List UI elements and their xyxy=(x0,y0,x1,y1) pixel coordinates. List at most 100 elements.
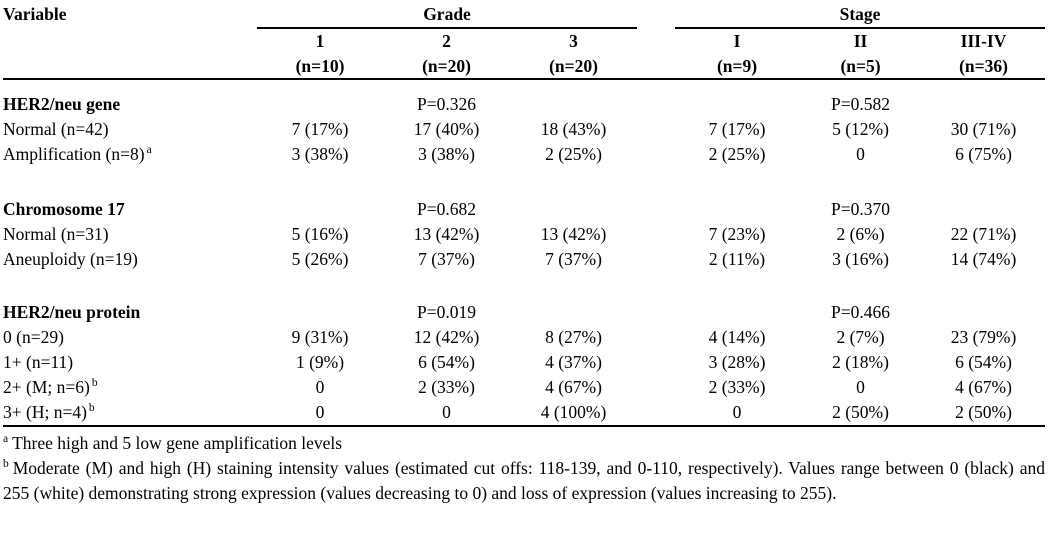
group-gap xyxy=(637,325,675,350)
row-label-text: 1+ (n=11) xyxy=(3,352,74,372)
data-cell: 17 (40%) xyxy=(413,119,480,139)
row-label: 2+ (M; n=6) b xyxy=(3,375,257,400)
results-table: Variable Grade Stage 1 2 3 I II III-IV (… xyxy=(3,2,1046,427)
row-label: Aneuploidy (n=19) xyxy=(3,247,257,272)
group-gap xyxy=(637,222,675,247)
data-cell: 5 (16%) xyxy=(291,224,349,244)
stage-3-header: III-IV xyxy=(960,31,1007,51)
table-row: Normal (n=42) 7 (17%) 17 (40%) 18 (43%) … xyxy=(3,117,1045,142)
row-label-text: 3+ (H; n=4) xyxy=(3,402,87,422)
section-title: HER2/neu gene xyxy=(3,94,121,114)
table-row: 2+ (M; n=6) b 0 2 (33%) 4 (67%) 2 (33%) 0… xyxy=(3,375,1045,400)
row-label-text: 0 (n=29) xyxy=(3,327,64,347)
section-header-row: HER2/neu protein P=0.019 P=0.466 xyxy=(3,300,1045,325)
group-gap xyxy=(637,2,675,28)
data-cell: 0 xyxy=(675,400,800,427)
footnote-a-marker: a xyxy=(3,433,9,446)
data-cell: 18 (43%) xyxy=(540,119,607,139)
data-cell: 4 (100%) xyxy=(510,400,638,427)
empty-cell xyxy=(922,92,1045,117)
group-header-row: Variable Grade Stage xyxy=(3,2,1046,29)
group-gap xyxy=(637,92,675,117)
section-spacer xyxy=(3,272,1045,300)
row-label: Normal (n=42) xyxy=(3,117,257,142)
empty-cell xyxy=(510,92,637,117)
grade-1-n: (n=10) xyxy=(257,53,383,80)
table-row: Aneuploidy (n=19) 5 (26%) 7 (37%) 7 (37%… xyxy=(3,247,1045,272)
group-gap xyxy=(637,375,675,400)
data-cell: 2 (25%) xyxy=(708,144,766,164)
row-label-text: Normal (n=42) xyxy=(3,119,109,139)
data-cell: 3 (38%) xyxy=(291,144,349,164)
footnote-b-marker: b xyxy=(3,458,9,471)
stage-2-n: (n=5) xyxy=(799,53,923,80)
empty-cell xyxy=(510,300,637,325)
stage-p-value: P=0.582 xyxy=(831,94,890,114)
empty-cell xyxy=(3,28,257,53)
stage-1-n: (n=9) xyxy=(675,53,800,80)
row-label: 0 (n=29) xyxy=(3,325,257,350)
empty-cell xyxy=(257,300,383,325)
empty-cell xyxy=(675,197,799,222)
stage-2-header: II xyxy=(853,31,868,51)
empty-cell xyxy=(675,92,799,117)
data-cell: 12 (42%) xyxy=(413,327,480,347)
data-cell: 0 xyxy=(257,400,383,427)
grade-3-n: (n=20) xyxy=(510,53,638,80)
data-cell: 22 (71%) xyxy=(950,224,1017,244)
grade-p-value: P=0.019 xyxy=(417,302,476,322)
table-row: 1+ (n=11) 1 (9%) 6 (54%) 4 (37%) 3 (28%)… xyxy=(3,350,1045,375)
empty-cell xyxy=(922,300,1045,325)
group-gap xyxy=(637,247,675,272)
data-cell: 14 (74%) xyxy=(950,249,1017,269)
data-cell: 1 (9%) xyxy=(295,352,345,372)
stage-p-value: P=0.466 xyxy=(831,302,890,322)
group-gap xyxy=(637,300,675,325)
data-cell: 2 (50%) xyxy=(799,400,923,427)
data-cell: 7 (17%) xyxy=(708,119,766,139)
data-cell: 7 (37%) xyxy=(545,249,602,269)
group-gap xyxy=(637,117,675,142)
row-label: 3+ (H; n=4) b xyxy=(3,400,257,427)
data-cell: 30 (71%) xyxy=(950,119,1017,139)
table-row: Amplification (n=8) a 3 (38%) 3 (38%) 2 (… xyxy=(3,142,1045,167)
empty-cell xyxy=(510,197,637,222)
empty-cell xyxy=(257,92,383,117)
data-cell: 0 xyxy=(856,377,865,397)
data-cell: 7 (17%) xyxy=(291,119,349,139)
data-cell: 6 (54%) xyxy=(418,352,475,372)
data-cell: 2 (7%) xyxy=(836,327,885,347)
data-cell: 7 (37%) xyxy=(418,249,475,269)
data-cell: 23 (79%) xyxy=(950,327,1017,347)
column-label-row: 1 2 3 I II III-IV xyxy=(3,28,1045,53)
data-cell: 2 (18%) xyxy=(832,352,889,372)
grade-p-value: P=0.326 xyxy=(417,94,476,114)
group-gap xyxy=(637,197,675,222)
row-label: 1+ (n=11) xyxy=(3,350,257,375)
footnote-a: a Three high and 5 low gene amplification… xyxy=(3,431,1045,456)
section-header-row: HER2/neu gene P=0.326 P=0.582 xyxy=(3,92,1045,117)
table-row: Normal (n=31) 5 (16%) 13 (42%) 13 (42%) … xyxy=(3,222,1045,247)
data-cell: 4 (14%) xyxy=(708,327,766,347)
section-spacer xyxy=(3,79,1045,92)
section-header-row: Chromosome 17 P=0.682 P=0.370 xyxy=(3,197,1045,222)
data-cell: 2 (50%) xyxy=(922,400,1046,427)
data-cell: 13 (42%) xyxy=(413,224,480,244)
variable-header: Variable xyxy=(3,4,67,24)
data-cell: 8 (27%) xyxy=(545,327,602,347)
data-cell: 7 (23%) xyxy=(708,224,766,244)
stage-1-header: I xyxy=(733,31,741,51)
row-label: Amplification (n=8) a xyxy=(3,142,257,167)
section-title: Chromosome 17 xyxy=(3,199,125,219)
data-cell: 3 (38%) xyxy=(418,144,475,164)
data-cell: 6 (75%) xyxy=(955,144,1012,164)
footnote-marker: b xyxy=(91,377,98,390)
grade-1-header: 1 xyxy=(315,31,325,51)
empty-cell xyxy=(922,197,1045,222)
empty-cell xyxy=(675,300,799,325)
data-cell: 4 (67%) xyxy=(955,377,1012,397)
row-label-text: Amplification (n=8) xyxy=(3,144,145,164)
section-title: HER2/neu protein xyxy=(3,302,141,322)
grade-group-header: Grade xyxy=(257,2,638,29)
row-label-text: Aneuploidy (n=19) xyxy=(3,249,138,269)
